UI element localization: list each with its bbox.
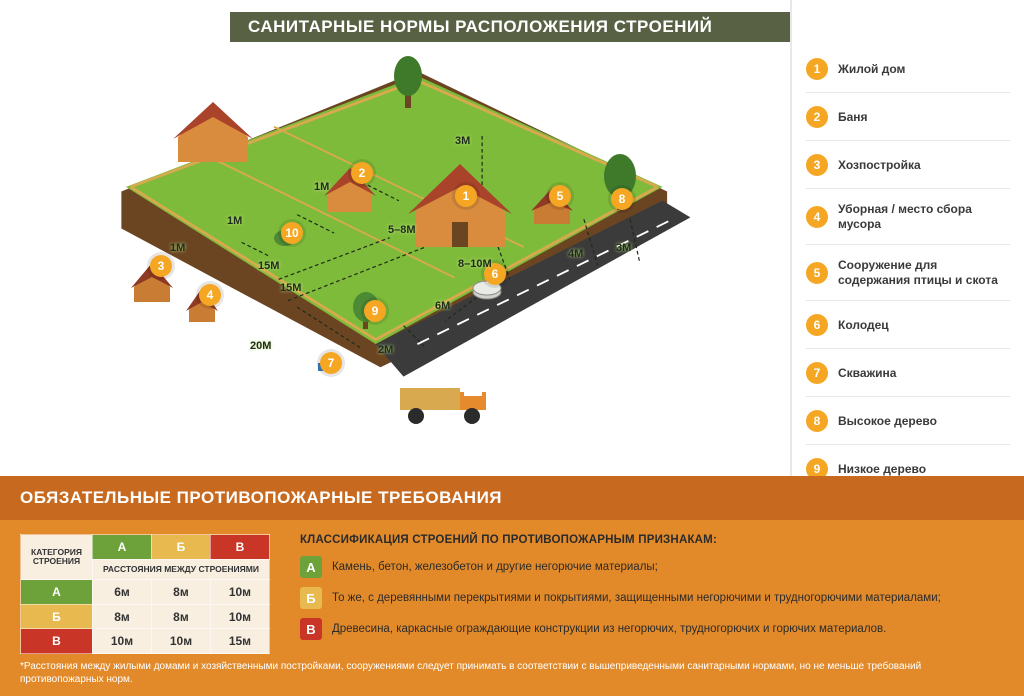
legend-number: 1	[806, 58, 828, 80]
distance-label: 8–10M	[458, 258, 492, 270]
legend-label: Колодец	[838, 318, 889, 333]
legend-number: 6	[806, 314, 828, 336]
fire-cell: 10м	[92, 629, 151, 654]
classif-row: В Древесина, каркасные ограждающие констр…	[300, 618, 1004, 640]
fire-title: ОБЯЗАТЕЛЬНЫЕ ПРОТИВОПОЖАРНЫЕ ТРЕБОВАНИЯ	[20, 488, 502, 508]
classif-badge: В	[300, 618, 322, 640]
plot-marker: 5	[549, 185, 571, 207]
plot: 12345678910 3M1M1M1M5–8M8–10M6M4M3M15M15…	[20, 42, 780, 476]
page: САНИТАРНЫЕ НОРМЫ РАСПОЛОЖЕНИЯ СТРОЕНИЙ	[0, 0, 1024, 696]
fire-classification: КЛАССИФИКАЦИЯ СТРОЕНИЙ ПО ПРОТИВОПОЖАРНЫ…	[300, 534, 1004, 654]
fire-table: КАТЕГОРИЯ СТРОЕНИЯ А Б В РАССТОЯНИЯ МЕЖД…	[20, 534, 270, 654]
fire-dist-header: РАССТОЯНИЯ МЕЖДУ СТРОЕНИЯМИ	[92, 559, 269, 579]
fire-section: ОБЯЗАТЕЛЬНЫЕ ПРОТИВОПОЖАРНЫЕ ТРЕБОВАНИЯ …	[0, 476, 1024, 696]
fire-table-row: Б8м8м10м	[21, 604, 270, 629]
classif-row: А Камень, бетон, железобетон и другие нег…	[300, 556, 1004, 578]
title-bar: САНИТАРНЫЕ НОРМЫ РАСПОЛОЖЕНИЯ СТРОЕНИЙ	[230, 12, 790, 42]
isometric-ground	[60, 62, 710, 432]
distance-label: 1M	[227, 215, 242, 227]
plot-marker: 1	[455, 185, 477, 207]
tall-tree-icon	[390, 54, 426, 115]
fire-row-cat: Б	[21, 604, 93, 629]
legend-label: Скважина	[838, 366, 896, 381]
fire-row-cat: В	[21, 629, 93, 654]
legend-label: Низкое дерево	[838, 462, 926, 477]
classif-badge: А	[300, 556, 322, 578]
legend-item: 2 Баня	[806, 106, 1010, 141]
classif-text: То же, с деревянными перекрытиями и покр…	[332, 591, 941, 606]
distance-label: 6M	[435, 300, 450, 312]
fire-table-row: А6м8м10м	[21, 580, 270, 605]
legend: 1 Жилой дом 2 Баня 3 Хозпостройка 4 Уборная / м…	[790, 0, 1024, 476]
fire-cell: 6м	[92, 580, 151, 605]
legend-number: 3	[806, 154, 828, 176]
classif-text: Древесина, каркасные ограждающие констру…	[332, 622, 886, 637]
fire-cat-header: КАТЕГОРИЯ СТРОЕНИЯ	[21, 535, 93, 580]
legend-number: 2	[806, 106, 828, 128]
fire-col-a: А	[92, 535, 151, 560]
fire-cell: 8м	[151, 604, 210, 629]
plot-marker: 10	[281, 222, 303, 244]
legend-number: 4	[806, 206, 828, 228]
fire-content: КАТЕГОРИЯ СТРОЕНИЯ А Б В РАССТОЯНИЯ МЕЖД…	[0, 520, 1024, 660]
fire-title-bar: ОБЯЗАТЕЛЬНЫЕ ПРОТИВОПОЖАРНЫЕ ТРЕБОВАНИЯ	[0, 476, 1024, 520]
classif-text: Камень, бетон, железобетон и другие него…	[332, 560, 658, 575]
legend-number: 5	[806, 262, 828, 284]
truck-icon	[390, 374, 500, 435]
plot-marker: 8	[611, 188, 633, 210]
fire-cell: 10м	[210, 604, 269, 629]
page-title: САНИТАРНЫЕ НОРМЫ РАСПОЛОЖЕНИЯ СТРОЕНИЙ	[248, 17, 712, 37]
legend-label: Баня	[838, 110, 868, 125]
distance-label: 5–8M	[388, 224, 416, 236]
legend-item: 5 Сооружение для содержания птицы и скота	[806, 258, 1010, 301]
fire-cell: 15м	[210, 629, 269, 654]
distance-label: 15M	[280, 282, 301, 294]
classif-row: Б То же, с деревянными перекрытиями и пок…	[300, 587, 1004, 609]
legend-label: Сооружение для содержания птицы и скота	[838, 258, 1010, 288]
distance-label: 15M	[258, 260, 279, 272]
diagram-area: САНИТАРНЫЕ НОРМЫ РАСПОЛОЖЕНИЯ СТРОЕНИЙ	[0, 0, 790, 476]
legend-item: 8 Высокое дерево	[806, 410, 1010, 445]
legend-label: Высокое дерево	[838, 414, 937, 429]
fire-cell: 10м	[151, 629, 210, 654]
classif-title: КЛАССИФИКАЦИЯ СТРОЕНИЙ ПО ПРОТИВОПОЖАРНЫ…	[300, 534, 1004, 546]
fire-cell: 10м	[210, 580, 269, 605]
plot-marker: 3	[150, 255, 172, 277]
plot-marker: 7	[320, 352, 342, 374]
legend-item: 7 Скважина	[806, 362, 1010, 397]
distance-label: 1M	[314, 181, 329, 193]
distance-label: 4M	[568, 248, 583, 260]
plot-marker: 4	[199, 284, 221, 306]
plot-marker: 2	[351, 162, 373, 184]
legend-number: 7	[806, 362, 828, 384]
legend-label: Уборная / место сбора мусора	[838, 202, 1010, 232]
distance-label: 20M	[250, 340, 271, 352]
fire-cell: 8м	[151, 580, 210, 605]
fire-cell: 8м	[92, 604, 151, 629]
distance-label: 1M	[170, 242, 185, 254]
fire-col-b: Б	[151, 535, 210, 560]
fire-row-cat: А	[21, 580, 93, 605]
legend-item: 3 Хозпостройка	[806, 154, 1010, 189]
fire-col-v: В	[210, 535, 269, 560]
plot-marker: 9	[364, 300, 386, 322]
fire-footnote: *Расстояния между жилыми домами и хозяйс…	[0, 660, 1024, 696]
top-section: САНИТАРНЫЕ НОРМЫ РАСПОЛОЖЕНИЯ СТРОЕНИЙ	[0, 0, 1024, 476]
legend-item: 4 Уборная / место сбора мусора	[806, 202, 1010, 245]
legend-item: 6 Колодец	[806, 314, 1010, 349]
fire-table-row: В10м10м15м	[21, 629, 270, 654]
legend-label: Хозпостройка	[838, 158, 921, 173]
classif-badge: Б	[300, 587, 322, 609]
distance-label: 3M	[455, 135, 470, 147]
legend-label: Жилой дом	[838, 62, 905, 77]
distance-label: 2M	[378, 344, 393, 356]
neighbour-house-icon	[168, 87, 258, 167]
legend-number: 8	[806, 410, 828, 432]
legend-item: 1 Жилой дом	[806, 58, 1010, 93]
distance-label: 3M	[616, 242, 631, 254]
